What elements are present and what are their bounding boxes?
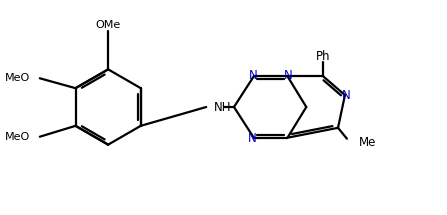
Text: MeO: MeO <box>4 132 30 142</box>
Text: N: N <box>284 69 293 82</box>
Text: N: N <box>248 132 256 145</box>
Text: N: N <box>249 69 257 82</box>
Text: NH: NH <box>214 101 232 115</box>
Text: Me: Me <box>359 136 376 149</box>
Text: MeO: MeO <box>4 73 30 83</box>
Text: OMe: OMe <box>96 20 121 30</box>
Text: N: N <box>342 89 350 102</box>
Text: Ph: Ph <box>316 50 330 63</box>
